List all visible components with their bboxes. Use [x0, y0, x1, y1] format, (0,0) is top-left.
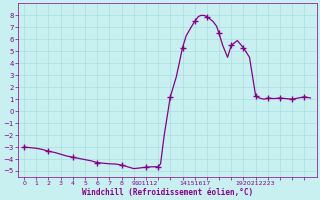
X-axis label: Windchill (Refroidissement éolien,°C): Windchill (Refroidissement éolien,°C)	[82, 188, 253, 197]
